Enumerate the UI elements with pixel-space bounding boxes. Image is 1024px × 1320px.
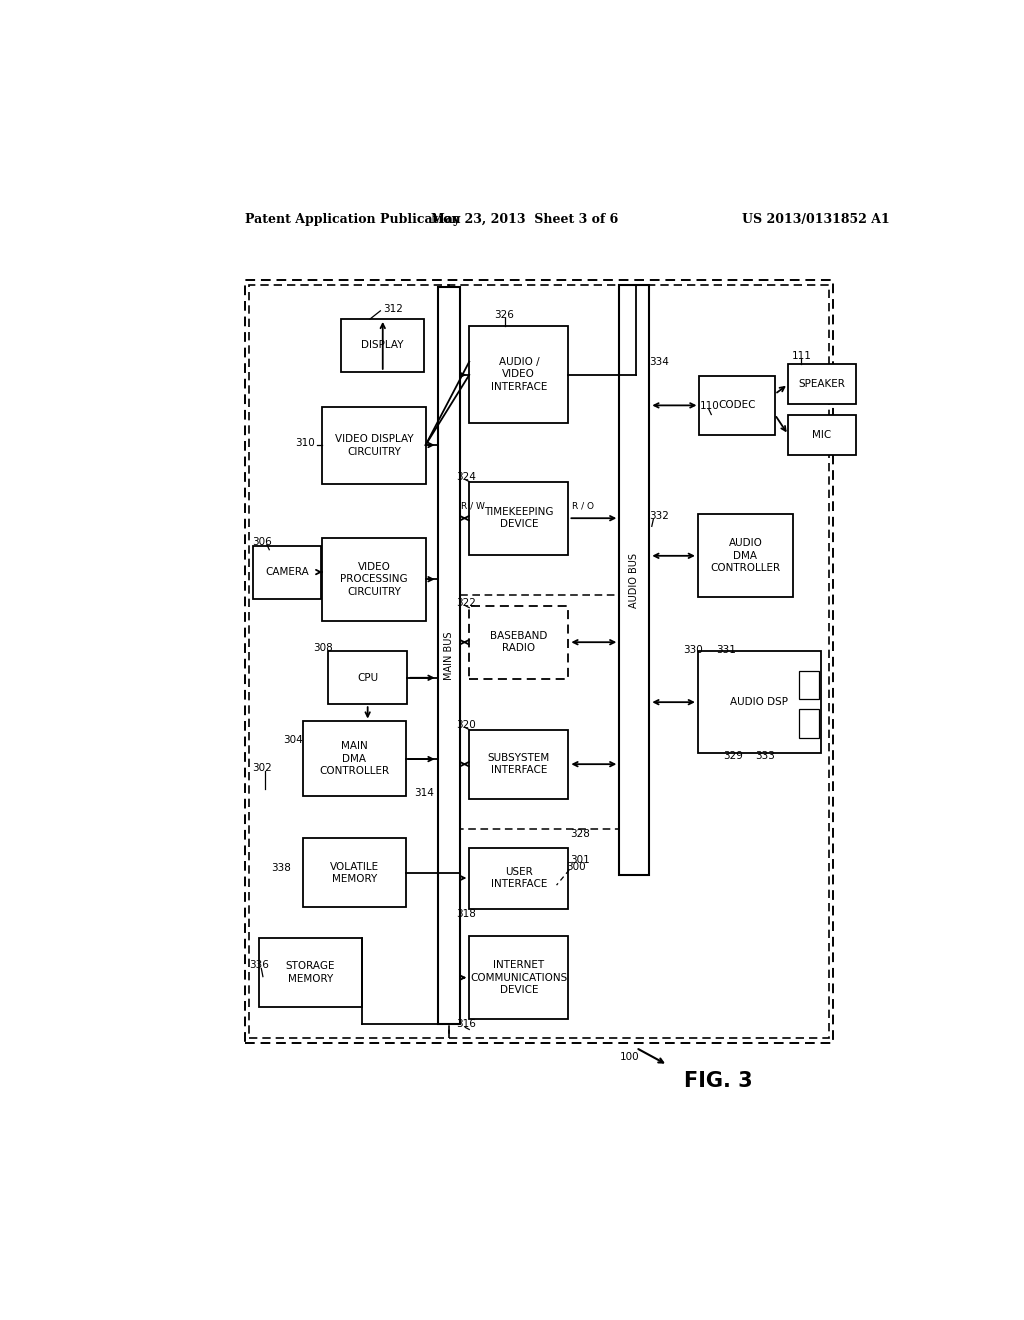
Text: 312: 312 <box>383 304 402 314</box>
Text: DISPLAY: DISPLAY <box>361 341 403 350</box>
Text: 306: 306 <box>253 537 272 546</box>
Text: CPU: CPU <box>357 673 378 682</box>
Text: STORAGE
MEMORY: STORAGE MEMORY <box>286 961 335 983</box>
Text: 329: 329 <box>723 751 743 762</box>
Text: R / O: R / O <box>571 502 594 511</box>
Polygon shape <box>328 651 408 704</box>
Polygon shape <box>303 722 406 796</box>
Polygon shape <box>469 482 568 554</box>
Polygon shape <box>323 408 426 483</box>
Polygon shape <box>253 545 321 598</box>
Polygon shape <box>469 606 568 678</box>
Text: US 2013/0131852 A1: US 2013/0131852 A1 <box>742 213 890 226</box>
Text: 332: 332 <box>649 511 670 521</box>
Polygon shape <box>800 671 819 700</box>
Text: CAMERA: CAMERA <box>265 568 309 577</box>
Polygon shape <box>469 847 568 908</box>
Text: 334: 334 <box>649 356 670 367</box>
Text: 333: 333 <box>755 751 775 762</box>
Polygon shape <box>469 326 568 422</box>
Text: MIC: MIC <box>812 430 831 440</box>
Text: 110: 110 <box>699 401 719 412</box>
Polygon shape <box>323 537 426 620</box>
Polygon shape <box>303 838 406 907</box>
Text: 336: 336 <box>250 961 269 970</box>
Text: May 23, 2013  Sheet 3 of 6: May 23, 2013 Sheet 3 of 6 <box>431 213 618 226</box>
Text: VIDEO
PROCESSING
CIRCUITRY: VIDEO PROCESSING CIRCUITRY <box>340 562 408 597</box>
Text: 318: 318 <box>456 908 475 919</box>
Text: 111: 111 <box>792 351 811 360</box>
Polygon shape <box>697 515 793 598</box>
Text: 316: 316 <box>456 1019 475 1030</box>
Text: 304: 304 <box>284 735 303 744</box>
Polygon shape <box>469 936 568 1019</box>
Text: SPEAKER: SPEAKER <box>799 379 846 389</box>
Polygon shape <box>259 939 362 1007</box>
Polygon shape <box>341 319 424 372</box>
Text: Patent Application Publication: Patent Application Publication <box>246 213 461 226</box>
Text: 310: 310 <box>296 438 315 447</box>
Text: TIMEKEEPING
DEVICE: TIMEKEEPING DEVICE <box>484 507 554 529</box>
Text: 314: 314 <box>414 788 433 797</box>
Polygon shape <box>469 730 568 799</box>
Text: 326: 326 <box>495 310 514 319</box>
Text: 301: 301 <box>570 855 590 865</box>
Text: CODEC: CODEC <box>719 400 756 411</box>
Text: MAIN BUS: MAIN BUS <box>443 632 454 680</box>
Text: VOLATILE
MEMORY: VOLATILE MEMORY <box>330 862 379 884</box>
Text: 100: 100 <box>620 1052 640 1061</box>
Polygon shape <box>620 285 649 875</box>
Polygon shape <box>437 288 460 1024</box>
Text: 300: 300 <box>566 862 586 871</box>
Text: AUDIO /
VIDEO
INTERFACE: AUDIO / VIDEO INTERFACE <box>490 356 547 392</box>
Text: MAIN
DMA
CONTROLLER: MAIN DMA CONTROLLER <box>319 742 389 776</box>
Text: R / W: R / W <box>461 502 485 511</box>
Polygon shape <box>697 651 821 752</box>
Text: 338: 338 <box>271 863 292 873</box>
Text: 302: 302 <box>253 763 272 774</box>
Text: AUDIO
DMA
CONTROLLER: AUDIO DMA CONTROLLER <box>711 539 780 573</box>
Text: 331: 331 <box>716 645 736 655</box>
Polygon shape <box>788 364 856 404</box>
Text: SUBSYSTEM
INTERFACE: SUBSYSTEM INTERFACE <box>487 752 550 775</box>
Text: USER
INTERFACE: USER INTERFACE <box>490 867 547 890</box>
Text: 324: 324 <box>456 471 475 482</box>
Text: 320: 320 <box>456 719 475 730</box>
Text: 328: 328 <box>570 829 590 840</box>
Text: 322: 322 <box>456 598 475 607</box>
Polygon shape <box>800 709 819 738</box>
Text: 330: 330 <box>684 645 703 655</box>
Text: BASEBAND
RADIO: BASEBAND RADIO <box>490 631 548 653</box>
Text: INTERNET
COMMUNICATIONS
DEVICE: INTERNET COMMUNICATIONS DEVICE <box>470 960 567 995</box>
Text: AUDIO DSP: AUDIO DSP <box>730 697 788 708</box>
Polygon shape <box>699 376 775 434</box>
Text: AUDIO BUS: AUDIO BUS <box>630 553 639 607</box>
Text: 308: 308 <box>313 643 333 653</box>
Text: FIG. 3: FIG. 3 <box>684 1072 753 1092</box>
Text: VIDEO DISPLAY
CIRCUITRY: VIDEO DISPLAY CIRCUITRY <box>335 434 414 457</box>
Polygon shape <box>788 414 856 455</box>
